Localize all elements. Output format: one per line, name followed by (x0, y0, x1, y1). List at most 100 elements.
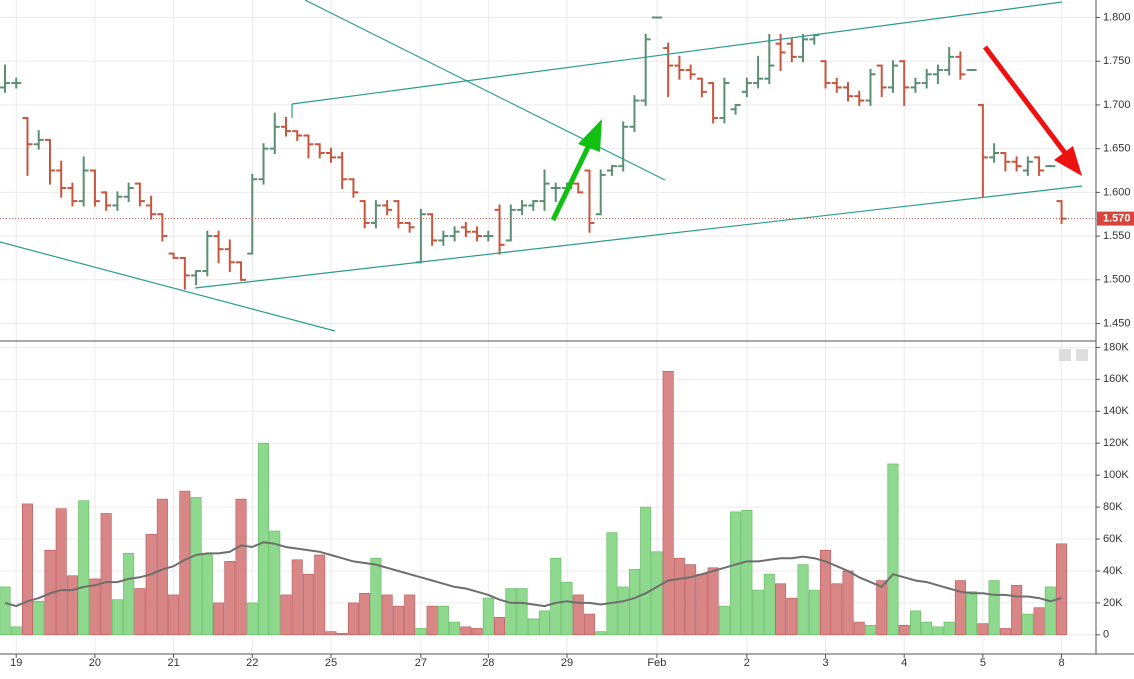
arrows (550, 45, 1082, 222)
volume-bar (10, 626, 22, 636)
volume-bar (280, 594, 292, 636)
volume-bar (190, 497, 202, 636)
y-tick-label: 140K (1103, 405, 1129, 417)
volume-bar (111, 599, 123, 636)
volume-bar (0, 586, 11, 636)
volume-bar (460, 626, 472, 636)
volume-bar (808, 589, 820, 636)
volume-bar (763, 573, 775, 636)
x-tick-label: 22 (246, 657, 258, 669)
volume-bar (943, 621, 955, 636)
volume-bar (651, 551, 663, 636)
volume-bar (145, 533, 157, 636)
volume-bar (775, 583, 787, 636)
volume-bar (213, 602, 225, 636)
y-tick-label: 1.600 (1103, 186, 1131, 198)
last-price-label: 1.570 (1103, 212, 1131, 224)
trend-line (291, 1, 1063, 105)
volume-bar (224, 561, 236, 636)
volume-bar (550, 557, 562, 636)
volume-bar (437, 605, 449, 636)
volume-bar (415, 628, 427, 636)
x-tick-label: 21 (167, 657, 179, 669)
volume-bar (89, 578, 101, 636)
volume-bar (359, 593, 371, 636)
x-tick-label: 25 (325, 657, 337, 669)
volume-bar (527, 618, 539, 636)
volume-bar (617, 586, 629, 636)
volume-bar (696, 573, 708, 636)
up-arrow-head (578, 119, 602, 152)
x-tick-label: 29 (561, 657, 573, 669)
x-tick-label: 8 (1058, 657, 1064, 669)
last-price-box (1097, 211, 1134, 226)
volume-bar (370, 557, 382, 636)
volume-bar (1011, 585, 1023, 636)
volume-bar (966, 591, 978, 636)
pane-button[interactable] (1059, 349, 1071, 361)
volume-bar (258, 442, 270, 636)
volume-bar (325, 631, 337, 636)
volume-bar (853, 621, 865, 636)
x-tick-label: 27 (415, 657, 427, 669)
volume-bar (572, 594, 584, 636)
volume-bar (449, 621, 461, 636)
volume-bar (1022, 613, 1034, 636)
volume-bar (482, 597, 494, 636)
x-tick-label: 19 (10, 657, 22, 669)
y-tick-label: 1.750 (1103, 55, 1131, 67)
volume-bar (302, 573, 314, 636)
y-tick-label: 1.800 (1103, 11, 1131, 23)
down-arrow (983, 45, 1067, 155)
volume-bar (718, 605, 730, 636)
trend-line (304, 0, 666, 181)
volume-bar (21, 503, 33, 636)
volume-bar (78, 500, 90, 636)
y-tick-label: 1.650 (1103, 143, 1131, 155)
volume-bar (842, 570, 854, 636)
volume-bar (156, 498, 168, 636)
volume-bar (786, 597, 798, 636)
volume-bar (201, 553, 213, 636)
volume-bar (246, 602, 258, 636)
volume-bar (494, 616, 506, 636)
labels: 1.450 1.500 1.550 1.600 1.650 1.700 1.750 1.800… (10, 11, 1134, 669)
volume-bar (168, 594, 180, 636)
volume-bar (662, 371, 674, 636)
x-tick-label: 28 (482, 657, 494, 669)
marks (0, 16, 1096, 636)
y-tick-label: 180K (1103, 341, 1129, 353)
volume-bar (730, 511, 742, 636)
volume-bar (55, 508, 67, 636)
volume-bar (123, 553, 135, 636)
y-tick-label: 0 (1103, 629, 1109, 641)
volume-bar (314, 554, 326, 636)
y-tick-label: 20K (1103, 597, 1123, 609)
volume-average-line (4, 541, 1062, 608)
x-tick-label: 3 (822, 657, 828, 669)
volume-bar (235, 498, 247, 636)
volume-bar (954, 580, 966, 636)
volume-bar (539, 610, 551, 636)
x-tick-label: 20 (89, 657, 101, 669)
up-arrow (550, 141, 593, 222)
x-tick-label: 4 (901, 657, 907, 669)
volume-bar (988, 580, 1000, 636)
volume-bar (820, 549, 832, 636)
volume-bar (66, 575, 78, 636)
trend-line (0, 241, 336, 332)
volume-bar (516, 588, 528, 636)
volume-bar (505, 588, 517, 636)
drawings (0, 0, 1083, 332)
volume-bar (595, 631, 607, 636)
y-tick-label: 80K (1103, 501, 1123, 513)
volume-bar (336, 632, 348, 636)
volume-bar (898, 624, 910, 636)
volume-bar (887, 463, 899, 636)
x-tick-label: 2 (744, 657, 750, 669)
y-tick-label: 160K (1103, 373, 1129, 385)
pane-button[interactable] (1076, 349, 1088, 361)
volume-bar (831, 583, 843, 636)
y-tick-label: 100K (1103, 469, 1129, 481)
volume-bar (977, 623, 989, 636)
